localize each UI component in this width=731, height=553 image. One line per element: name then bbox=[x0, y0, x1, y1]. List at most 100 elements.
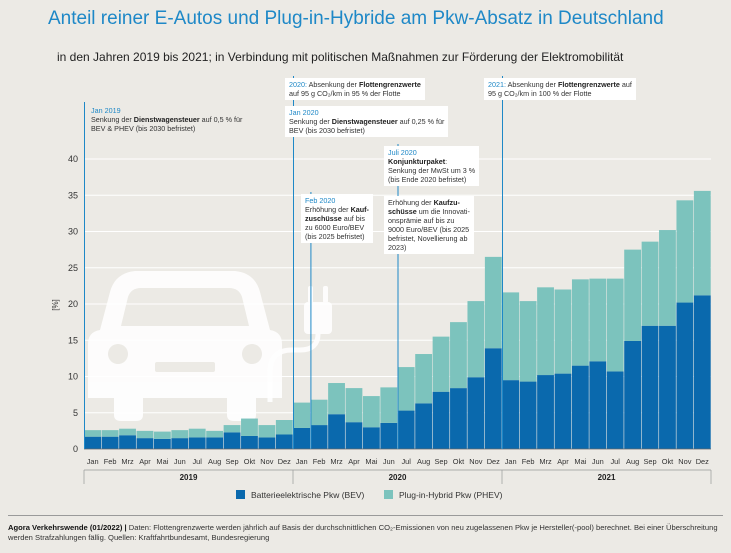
x-tick-label: Okt bbox=[662, 457, 674, 466]
bar-phev-30 bbox=[606, 278, 624, 372]
legend-label-bev: Batterieelektrische Pkw (BEV) bbox=[251, 490, 365, 500]
bar-bev-7 bbox=[206, 437, 224, 449]
bar-phev-20 bbox=[432, 336, 450, 392]
bar-phev-21 bbox=[450, 322, 467, 389]
bar-phev-7 bbox=[206, 430, 224, 438]
year-label: 2019 bbox=[180, 473, 198, 482]
y-tick-label: 25 bbox=[68, 263, 78, 273]
footer-divider bbox=[8, 515, 723, 516]
bar-phev-17 bbox=[380, 387, 398, 423]
bar-phev-3 bbox=[136, 430, 154, 439]
chart-subtitle: in den Jahren 2019 bis 2021; in Verbindu… bbox=[57, 50, 624, 64]
bar-phev-14 bbox=[328, 383, 345, 415]
y-tick-label: 10 bbox=[68, 372, 78, 382]
y-axis-label: [%] bbox=[51, 299, 60, 311]
bar-bev-13 bbox=[310, 425, 328, 449]
y-tick-label: 40 bbox=[68, 154, 78, 164]
bar-bev-25 bbox=[519, 381, 537, 449]
annotation-dienstwagensteuer-2019: Jan 2019 Senkung der Dienstwagensteuer a… bbox=[91, 106, 243, 133]
x-tick-label: Mai bbox=[156, 457, 168, 466]
bar-bev-24 bbox=[502, 380, 520, 449]
bar-bev-4 bbox=[153, 438, 171, 449]
bar-phev-22 bbox=[467, 301, 485, 378]
bar-phev-12 bbox=[293, 402, 311, 428]
bar-phev-6 bbox=[188, 428, 206, 438]
x-tick-label: Mrz bbox=[121, 457, 134, 466]
x-tick-label: Okt bbox=[453, 457, 465, 466]
x-tick-label: Sep bbox=[225, 457, 238, 466]
bar-phev-31 bbox=[624, 249, 642, 341]
bar-phev-25 bbox=[519, 301, 537, 382]
y-axis: 0 5 10 15 20 25 30 35 40 [%] bbox=[51, 154, 78, 454]
bar-bev-17 bbox=[380, 422, 398, 449]
bar-bev-22 bbox=[467, 377, 485, 449]
bar-bev-29 bbox=[589, 361, 607, 449]
bar-bev-5 bbox=[171, 438, 189, 449]
x-tick-label: Aug bbox=[208, 457, 221, 466]
bar-phev-11 bbox=[275, 420, 293, 435]
bar-phev-32 bbox=[641, 241, 659, 326]
x-tick-label: Okt bbox=[244, 457, 256, 466]
y-tick-label: 15 bbox=[68, 335, 78, 345]
bar-phev-1 bbox=[101, 430, 119, 437]
bar-bev-3 bbox=[136, 438, 154, 449]
bar-phev-34 bbox=[676, 200, 694, 303]
x-tick-label: Jul bbox=[610, 457, 620, 466]
bar-bev-32 bbox=[641, 325, 659, 449]
x-tick-label: Dez bbox=[278, 457, 291, 466]
x-tick-label: Jul bbox=[192, 457, 202, 466]
legend-item-phev: Plug-in-Hybrid Pkw (PHEV) bbox=[384, 490, 502, 500]
bar-bev-12 bbox=[293, 427, 311, 449]
annotation-kaufzuschuesse-feb-2020: Feb 2020 Erhöhung der Kauf- zuschüsse au… bbox=[301, 194, 373, 243]
bar-phev-13 bbox=[310, 399, 328, 426]
bar-phev-19 bbox=[415, 354, 433, 404]
x-axis: Jan Feb Mrz Apr Mai Jun Jul Aug Sep Okt Nov Dez Jan F… bbox=[83, 448, 712, 484]
x-tick-label: Nov bbox=[678, 457, 691, 466]
bar-phev-33 bbox=[659, 230, 676, 326]
bar-phev-5 bbox=[171, 430, 189, 439]
x-tick-label: Nov bbox=[469, 457, 482, 466]
x-tick-label: Jun bbox=[174, 457, 186, 466]
bar-bev-35 bbox=[693, 295, 711, 449]
x-tick-label: Mai bbox=[574, 457, 586, 466]
x-tick-label: Mrz bbox=[539, 457, 552, 466]
bar-bev-6 bbox=[188, 437, 206, 449]
bar-bev-18 bbox=[397, 410, 415, 449]
bar-bev-23 bbox=[484, 348, 502, 449]
bar-bev-20 bbox=[432, 391, 450, 449]
footer-publisher: Agora Verkehrswende (01/2022) | bbox=[8, 523, 127, 532]
bar-bev-30 bbox=[606, 371, 624, 449]
bar-phev-10 bbox=[258, 425, 276, 438]
bar-phev-24 bbox=[502, 292, 520, 381]
bar-phev-0 bbox=[84, 430, 102, 437]
bar-phev-26 bbox=[537, 287, 554, 376]
x-tick-label: Dez bbox=[487, 457, 500, 466]
legend-label-phev: Plug-in-Hybrid Pkw (PHEV) bbox=[399, 490, 503, 500]
y-tick-label: 35 bbox=[68, 190, 78, 200]
annotation-flottengrenzwerte-2021: 2021: Absenkung der Flottengrenzwerte au… bbox=[484, 78, 636, 100]
y-tick-label: 5 bbox=[73, 408, 78, 418]
bar-bev-0 bbox=[84, 436, 102, 449]
x-tick-label: Jan bbox=[87, 457, 99, 466]
bar-phev-27 bbox=[554, 289, 572, 374]
bar-phev-35 bbox=[693, 190, 711, 296]
year-label: 2021 bbox=[598, 473, 616, 482]
bar-phev-4 bbox=[153, 431, 171, 439]
bar-bev-14 bbox=[328, 414, 345, 449]
bar-bev-1 bbox=[101, 436, 119, 449]
x-tick-label: Jul bbox=[401, 457, 411, 466]
bar-bev-33 bbox=[659, 325, 676, 449]
bar-bev-27 bbox=[554, 373, 572, 449]
x-tick-label: Aug bbox=[417, 457, 430, 466]
bar-bev-8 bbox=[223, 432, 241, 449]
bar-bev-34 bbox=[676, 302, 694, 449]
x-tick-label: Jun bbox=[383, 457, 395, 466]
x-tick-label: Feb bbox=[522, 457, 535, 466]
x-tick-label: Apr bbox=[557, 457, 569, 466]
bar-bev-26 bbox=[537, 375, 554, 449]
x-tick-label: Sep bbox=[434, 457, 447, 466]
chart-title: Anteil reiner E-Autos und Plug-in-Hybrid… bbox=[48, 8, 664, 29]
x-tick-label: Jan bbox=[505, 457, 517, 466]
bar-bev-21 bbox=[450, 388, 467, 449]
